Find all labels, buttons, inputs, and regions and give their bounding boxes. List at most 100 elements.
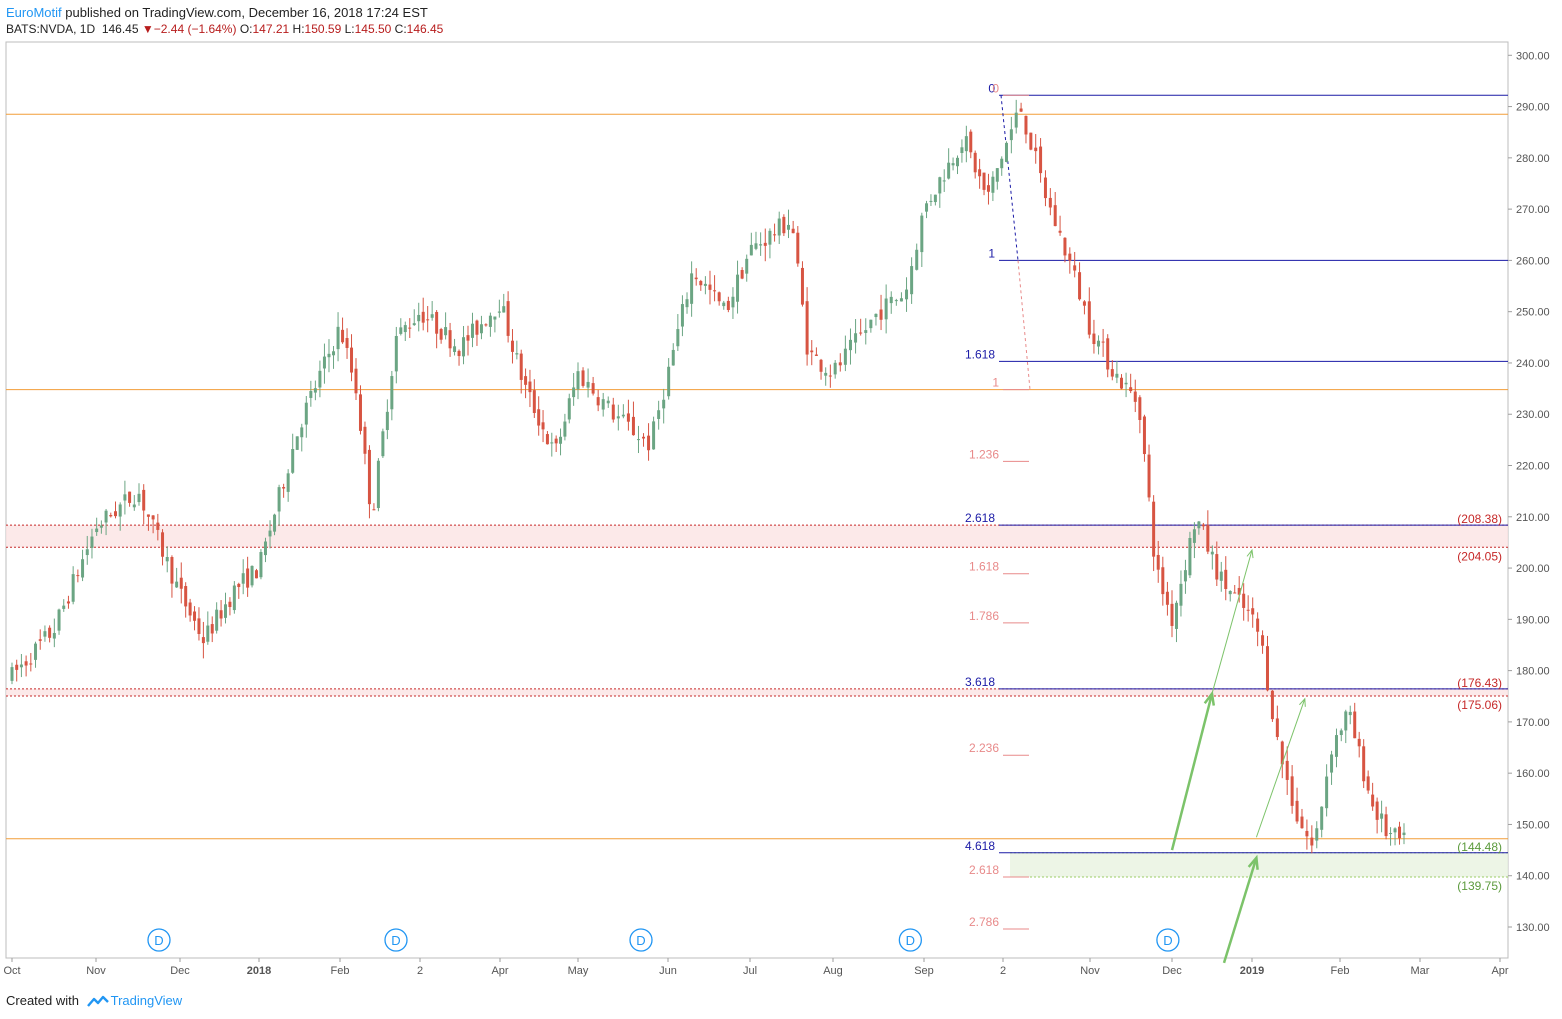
candle-body <box>128 491 132 503</box>
y-axis[interactable]: 130.00 140.00 150.00 160.00 170.00 180.00 190.… <box>1508 50 1550 934</box>
candle-body <box>104 510 108 523</box>
candle-body <box>671 349 675 366</box>
candle-body <box>951 163 955 166</box>
candle-body <box>1206 524 1210 552</box>
candle-body <box>304 402 308 425</box>
candle-body <box>572 387 576 398</box>
candle-body <box>995 168 999 182</box>
fib-blue-label: 3.618 <box>965 675 995 689</box>
candle-body <box>1219 571 1223 581</box>
candle-body <box>905 289 909 300</box>
down-arrow-icon: ▼ <box>141 22 154 36</box>
candle-body <box>1004 142 1008 162</box>
candle-body <box>29 663 33 665</box>
candle-body <box>488 315 492 327</box>
fib-pink-label: 1 <box>992 376 999 390</box>
candle-body <box>1353 711 1357 739</box>
candle-body <box>345 338 349 348</box>
candle-body <box>554 438 558 444</box>
zone-0 <box>6 525 1508 548</box>
projection-arrow <box>1211 549 1253 694</box>
candle-body <box>475 320 479 335</box>
candle-body <box>559 436 563 444</box>
candle-body <box>528 381 532 393</box>
candle-body <box>782 216 786 234</box>
candle-body <box>118 504 122 517</box>
candle-body <box>1165 591 1169 605</box>
horizontal-levels <box>6 113 1508 840</box>
candle-body <box>309 391 313 398</box>
candle-body <box>1043 177 1047 199</box>
y-tick-label: 280.00 <box>1516 153 1550 165</box>
candle-body <box>113 511 117 517</box>
candle-body <box>435 311 439 334</box>
candle-body <box>300 427 304 438</box>
candle-body <box>421 311 425 323</box>
candle-body <box>1197 521 1201 529</box>
candle-body <box>864 330 868 333</box>
y-tick-label: 220.00 <box>1516 461 1550 473</box>
candle-body <box>268 530 272 537</box>
candle-body <box>838 362 842 366</box>
candle-body <box>282 487 286 489</box>
candle-body <box>497 311 501 313</box>
author-link[interactable]: EuroMotif <box>6 5 62 20</box>
candle-body <box>754 243 758 249</box>
candle-body <box>156 522 160 530</box>
x-tick-label: Feb <box>331 965 350 977</box>
x-tick-label: Mar <box>1411 965 1430 977</box>
fib-extensions: 0 1 1.618 2.618 3.618 4.618 0 1 1.236 1.618 1.786 2… <box>965 81 1508 930</box>
y-tick-label: 140.00 <box>1516 871 1550 883</box>
candle-body <box>146 514 150 517</box>
candle-body <box>412 323 416 326</box>
candle-body <box>964 136 968 152</box>
candle-body <box>232 585 236 611</box>
candle-body <box>479 324 483 334</box>
candle-body <box>327 353 331 358</box>
x-tick-label: May <box>568 965 589 977</box>
x-tick-label: Feb <box>1331 965 1350 977</box>
candle-body <box>796 232 800 264</box>
candle-body <box>1174 602 1178 629</box>
candle-body <box>358 394 362 431</box>
candle-body <box>859 332 863 334</box>
candle-body <box>1375 801 1379 820</box>
candle-body <box>621 414 625 417</box>
open-label: O: <box>239 22 253 36</box>
candle-body <box>1371 794 1375 807</box>
x-axis[interactable]: Oct Nov Dec 2018 Feb 2 Apr May Jun Jul Aug Sep 2 Nov D… <box>3 958 1509 977</box>
x-tick-label: Dec <box>1162 965 1182 977</box>
candle-body <box>591 383 595 394</box>
candle-body <box>15 664 19 670</box>
y-tick-label: 160.00 <box>1516 768 1550 780</box>
candle-body <box>805 301 809 355</box>
candle-body <box>85 549 89 556</box>
candle-body <box>219 610 223 619</box>
y-tick-label: 270.00 <box>1516 204 1550 216</box>
candle-body <box>493 316 497 320</box>
chart-background <box>5 41 1509 959</box>
candle-body <box>690 273 694 304</box>
candle-body <box>713 290 717 292</box>
candle-body <box>1039 146 1043 174</box>
price-change: −2.44 (−1.64%) <box>153 22 237 36</box>
candle-body <box>1106 338 1110 370</box>
candle-body <box>470 323 474 338</box>
candle-body <box>694 277 698 280</box>
tradingview-link[interactable]: TradingView <box>110 993 183 1008</box>
zone-label-top: (144.48) <box>1457 840 1502 854</box>
candle-body <box>1280 741 1284 765</box>
candle-body <box>1192 529 1196 543</box>
fib-pink-trend <box>1017 260 1031 390</box>
candle-body <box>502 306 506 313</box>
candle-body <box>884 298 888 320</box>
candle-body <box>611 404 615 420</box>
arrow-head <box>1299 697 1306 707</box>
zone-labels: (208.38) (204.05) (176.43) (175.06) (144.48)… <box>1457 512 1502 893</box>
candle-body <box>925 203 929 212</box>
candle-body <box>915 249 919 270</box>
candle-body <box>175 581 179 588</box>
candle-body <box>1068 253 1072 261</box>
